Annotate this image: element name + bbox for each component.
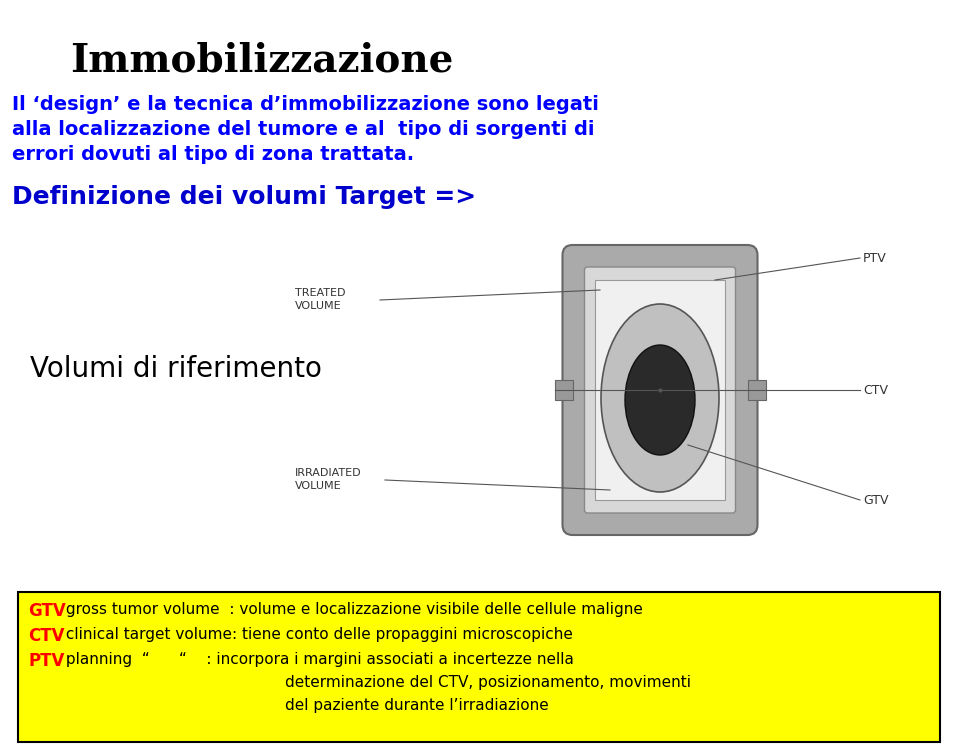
Text: planning  “      “    : incorpora i margini associati a incertezze nella: planning “ “ : incorpora i margini assoc… <box>61 652 573 667</box>
Ellipse shape <box>625 345 695 455</box>
Text: TREATED
VOLUME: TREATED VOLUME <box>295 288 345 311</box>
Text: Immobilizzazione: Immobilizzazione <box>70 42 454 80</box>
Text: CTV: CTV <box>863 384 888 397</box>
Bar <box>18 592 940 742</box>
FancyBboxPatch shape <box>584 267 736 513</box>
Text: determinazione del CTV, posizionamento, movimenti: determinazione del CTV, posizionamento, … <box>285 675 691 690</box>
Text: PTV: PTV <box>863 252 887 264</box>
Bar <box>747 380 765 400</box>
Text: Il ‘design’ e la tecnica d’immobilizzazione sono legati: Il ‘design’ e la tecnica d’immobilizzazi… <box>12 95 598 114</box>
Text: CTV: CTV <box>28 627 64 645</box>
Bar <box>554 380 573 400</box>
Text: alla localizzazione del tumore e al  tipo di sorgenti di: alla localizzazione del tumore e al tipo… <box>12 120 595 139</box>
Text: GTV: GTV <box>28 602 66 620</box>
Text: GTV: GTV <box>863 493 888 506</box>
Text: PTV: PTV <box>28 652 64 670</box>
Ellipse shape <box>601 304 719 492</box>
Text: del paziente durante l’irradiazione: del paziente durante l’irradiazione <box>285 698 549 713</box>
Bar <box>595 280 725 500</box>
Text: Definizione dei volumi Target =>: Definizione dei volumi Target => <box>12 185 476 209</box>
Text: clinical target volume: tiene conto delle propaggini microscopiche: clinical target volume: tiene conto dell… <box>61 627 573 642</box>
Text: errori dovuti al tipo di zona trattata.: errori dovuti al tipo di zona trattata. <box>12 145 414 164</box>
Text: IRRADIATED
VOLUME: IRRADIATED VOLUME <box>295 468 362 491</box>
Text: gross tumor volume  : volume e localizzazione visibile delle cellule maligne: gross tumor volume : volume e localizzaz… <box>61 602 643 617</box>
Text: Volumi di riferimento: Volumi di riferimento <box>30 355 322 383</box>
FancyBboxPatch shape <box>563 245 758 535</box>
